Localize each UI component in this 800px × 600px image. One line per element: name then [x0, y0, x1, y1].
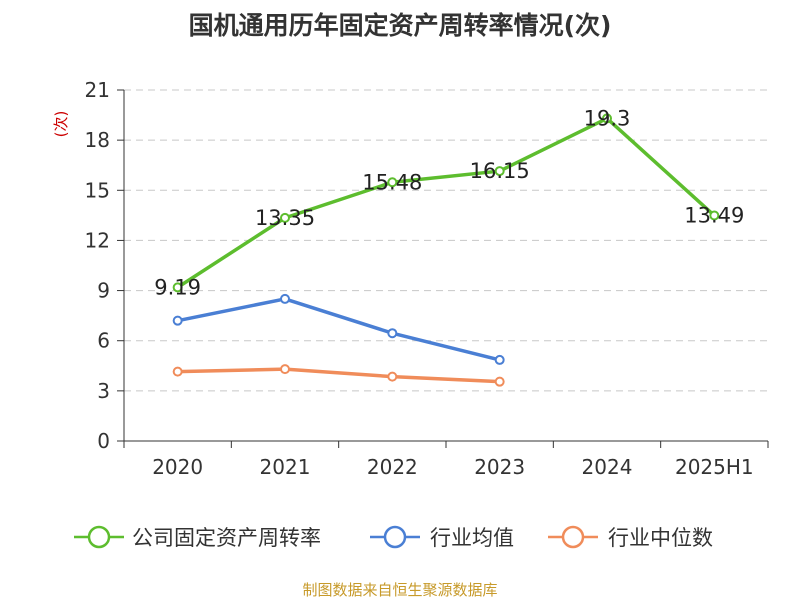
y-tick-label: 3: [97, 379, 110, 403]
legend-marker-swatch: [561, 525, 585, 549]
data-point-marker: [494, 354, 505, 365]
legend-label: 行业均值: [430, 526, 514, 550]
x-tick-label: 2021: [260, 455, 311, 479]
data-point-marker: [280, 293, 290, 304]
y-axis-unit-label: (次): [52, 111, 70, 138]
series-line-1: [175, 297, 502, 362]
series-line-0: [175, 116, 717, 290]
data-label: 16.15: [470, 159, 530, 183]
data-point-marker: [280, 364, 290, 375]
data-point-marker: [172, 315, 183, 326]
data-point-marker: [494, 166, 505, 177]
series-lines: [172, 113, 720, 387]
chart-title: 国机通用历年固定资产周转率情况(次): [189, 11, 612, 40]
legend-marker-swatch: [87, 525, 111, 549]
source-note: 制图数据来自恒生聚源数据库: [302, 581, 497, 599]
data-point-marker: [602, 113, 612, 124]
data-point-marker: [387, 177, 398, 188]
x-tick-label: 2020: [152, 455, 203, 479]
y-tick-label: 18: [85, 128, 110, 152]
data-label: 9.19: [154, 275, 201, 299]
y-tick-label: 15: [85, 178, 110, 202]
legend-label: 公司固定资产周转率: [132, 526, 321, 550]
legend[interactable]: 公司固定资产周转率 行业均值 行业中位数: [74, 525, 713, 550]
data-label: 13.49: [684, 204, 744, 228]
x-tick-label: 2025H1: [675, 455, 754, 479]
y-tick-label: 0: [97, 429, 110, 453]
data-label: 15.48: [362, 170, 422, 194]
y-tick-label: 12: [85, 228, 110, 252]
data-point-marker: [387, 371, 398, 382]
legend-item[interactable]: 公司固定资产周转率: [74, 525, 321, 550]
data-label: 19.3: [584, 106, 631, 130]
data-point-marker: [172, 366, 183, 377]
data-point-marker: [387, 328, 398, 339]
legend-item[interactable]: 行业中位数: [548, 525, 713, 550]
data-point-marker: [280, 212, 290, 223]
data-label: 13.35: [255, 206, 315, 230]
x-tick-label: 2022: [367, 455, 418, 479]
axes: 0 3 6 9 12 15 18 21 2020 2021 2022 2023 2024 2025H1: [85, 78, 769, 479]
data-labels: 9.19 13.35 15.48 16.15 19.3 13.49: [154, 106, 744, 299]
y-tick-label: 21: [85, 78, 110, 102]
legend-marker-swatch: [383, 525, 407, 549]
legend-label: 行业中位数: [608, 526, 713, 550]
legend-item[interactable]: 行业均值: [370, 525, 514, 550]
series-line-2: [175, 367, 502, 384]
data-point-marker: [709, 210, 720, 221]
data-point-marker: [172, 282, 183, 293]
y-tick-label: 9: [97, 279, 110, 303]
x-tick-label: 2023: [474, 455, 525, 479]
data-point-marker: [494, 376, 505, 387]
x-tick-label: 2024: [582, 455, 633, 479]
y-tick-label: 6: [97, 329, 110, 353]
